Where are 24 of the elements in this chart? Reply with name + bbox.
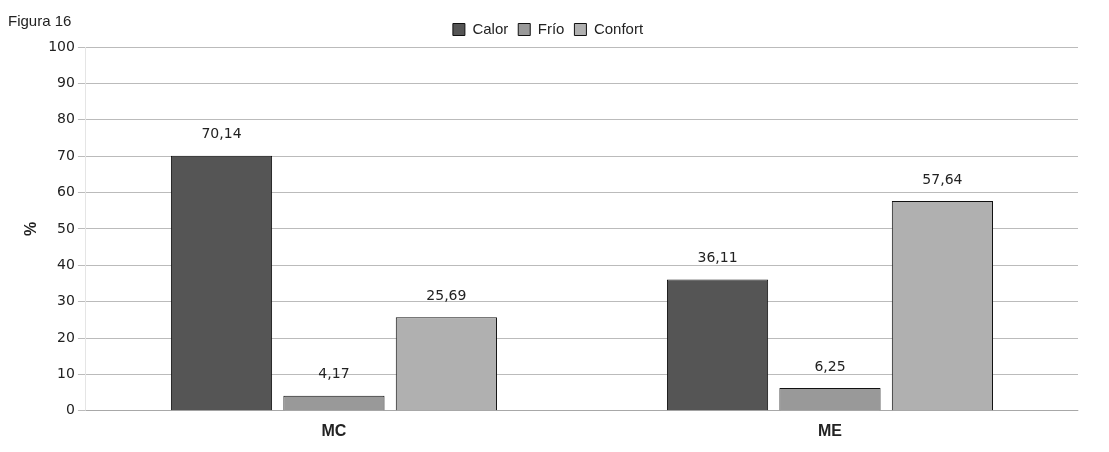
data-label: 6,25 bbox=[814, 357, 846, 374]
legend-label: Frío bbox=[537, 19, 565, 37]
y-axis-title: % bbox=[22, 221, 40, 237]
y-tick-label: 0 bbox=[66, 401, 75, 418]
data-label: 25,69 bbox=[426, 286, 467, 303]
x-tick-label: MC bbox=[321, 421, 347, 439]
x-tick-label: ME bbox=[817, 421, 843, 439]
legend-label: Confort bbox=[593, 19, 644, 37]
y-tick-label: 70 bbox=[57, 146, 75, 163]
y-tick-label: 100 bbox=[48, 37, 75, 54]
data-label: 4,17 bbox=[318, 365, 350, 382]
y-tick-label: 60 bbox=[57, 183, 75, 200]
y-tick-label: 90 bbox=[57, 74, 75, 91]
y-tick-label: 80 bbox=[57, 110, 75, 127]
legend-label: Calor bbox=[472, 19, 509, 37]
y-tick-label: 20 bbox=[57, 328, 75, 345]
data-label: 36,11 bbox=[697, 249, 738, 266]
data-label: 70,14 bbox=[201, 125, 242, 142]
y-tick-label: 50 bbox=[57, 219, 75, 236]
text: Figura 16 bbox=[8, 12, 72, 29]
y-tick-label: 40 bbox=[57, 255, 75, 272]
y-tick-label: 30 bbox=[57, 292, 75, 309]
y-tick-label: 10 bbox=[57, 365, 75, 382]
data-label: 57,64 bbox=[922, 170, 963, 187]
